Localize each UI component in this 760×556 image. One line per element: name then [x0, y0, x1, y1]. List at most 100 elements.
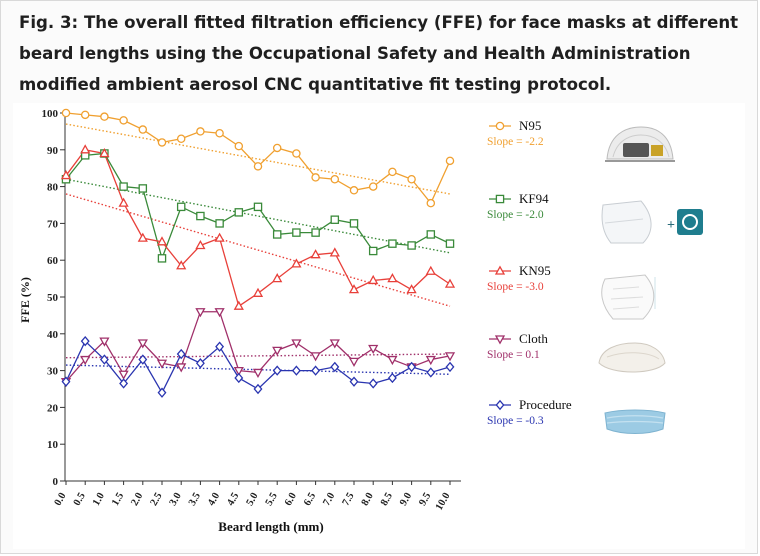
cloth-data-point — [425, 355, 436, 366]
kf94-legend-marker — [495, 194, 505, 204]
cloth-trend-line — [65, 353, 451, 359]
cloth-data-point — [252, 368, 264, 378]
n95-slope-label: Slope = -2.2 — [487, 136, 544, 148]
trend-lines — [65, 123, 451, 375]
y-tick-label: 90 — [47, 145, 59, 157]
n95-data-point — [311, 173, 320, 182]
kn95-data-point — [233, 300, 244, 310]
kf94-data-point — [176, 202, 186, 212]
kf94-data-point — [330, 215, 340, 224]
kf94-data-point — [407, 241, 416, 250]
kn95-legend-label: KN95 — [519, 263, 551, 278]
y-tick-label: 20 — [47, 402, 59, 414]
x-tick-label: 5.5 — [264, 491, 280, 508]
x-tick-label: 4.0 — [206, 491, 222, 508]
cloth-data-point — [368, 344, 379, 355]
x-tick-label: 5.0 — [245, 491, 261, 508]
procedure-data-point — [176, 348, 186, 360]
x-tick-label: 3.0 — [168, 491, 184, 508]
x-tick-label: 0.0 — [53, 491, 69, 508]
kn95-data-point — [291, 258, 302, 268]
kf94-data-point — [234, 208, 244, 217]
x-tick-label: 2.5 — [149, 491, 165, 508]
procedure-data-point — [272, 365, 282, 376]
cloth-data-point — [99, 337, 110, 347]
kf94-data-point — [311, 228, 320, 237]
cloth-legend-label: Cloth — [519, 331, 548, 346]
kf94-data-point — [215, 219, 224, 228]
y-tick-label: 0 — [53, 476, 59, 488]
kf94-trend-line — [65, 178, 451, 254]
n95-data-point — [368, 182, 378, 191]
cloth-mask-icon — [598, 342, 666, 373]
y-tick-label: 70 — [47, 218, 59, 230]
kn95-trend-line — [65, 193, 451, 307]
kf94-data-point — [138, 184, 148, 193]
x-tick-label: 3.5 — [187, 491, 203, 508]
n95-data-point — [119, 116, 128, 125]
n95-data-point — [234, 141, 244, 151]
n95-data-point — [138, 125, 148, 134]
y-tick-label: 100 — [42, 108, 59, 120]
procedure-data-point — [311, 365, 321, 376]
kf94-data-point — [426, 230, 436, 239]
x-tick-label: 8.5 — [379, 491, 395, 508]
procedure-data-point — [253, 383, 263, 395]
svg-text:+: + — [667, 218, 675, 233]
cloth-data-point — [156, 359, 168, 369]
n95-data-point — [407, 174, 416, 184]
n95-data-point — [292, 149, 301, 158]
y-tick-label: 80 — [47, 182, 59, 194]
procedure-data-point — [234, 372, 244, 384]
cloth-data-point — [272, 346, 283, 356]
procedure-data-point — [157, 387, 167, 398]
n95-data-point — [330, 174, 340, 184]
procedure-data-point — [330, 361, 340, 373]
procedure-legend-marker — [495, 399, 505, 411]
cloth-data-point — [329, 339, 340, 349]
n95-mask-icon — [605, 126, 675, 162]
kn95-data-point — [406, 284, 417, 294]
procedure-data-point — [426, 367, 436, 378]
x-tick-label: 7.5 — [341, 491, 357, 508]
n95-data-point — [157, 138, 167, 147]
procedure-mask-icon — [604, 409, 666, 434]
x-tick-label: 6.0 — [283, 491, 299, 508]
y-tick-label: 60 — [47, 255, 59, 267]
kf94-data-point — [368, 246, 378, 256]
kn95-data-point — [368, 274, 379, 285]
x-tick-label: 4.5 — [225, 491, 241, 508]
y-tick-label: 50 — [47, 292, 59, 304]
kn95-mask-icon — [601, 274, 656, 320]
x-tick-label: 1.0 — [91, 491, 107, 508]
kf94-legend-label: KF94 — [519, 191, 549, 206]
y-tick-label: 10 — [47, 439, 59, 451]
kf94-data-point — [196, 211, 205, 221]
kn95-data-point — [118, 197, 129, 207]
kn95-data-point — [348, 284, 360, 294]
cloth-data-point — [387, 355, 398, 366]
cloth-data-point — [176, 363, 187, 373]
n95-data-point — [272, 143, 282, 153]
n95-data-point — [196, 127, 205, 136]
procedure-data-point — [407, 361, 417, 373]
cloth-data-point — [137, 339, 148, 349]
cloth-data-point — [444, 352, 456, 362]
kf94-data-point — [272, 230, 282, 239]
figure-caption: Fig. 3: The overall fitted filtration ef… — [19, 13, 739, 94]
kn95-data-point — [329, 247, 340, 257]
n95-data-point — [426, 198, 436, 208]
n95-data-point — [388, 167, 397, 177]
cloth-data-point — [291, 339, 302, 349]
y-tick-label: 40 — [47, 329, 59, 341]
kn95-legend-marker — [494, 265, 506, 275]
chart-axes: 0 10 20 30 40 50 60 70 80 90 100 0.0 0.5 1.0 1.5 2.0 2.5… — [42, 108, 461, 512]
procedure-data-point — [138, 354, 148, 365]
kf94-slope-label: Slope = -2.0 — [487, 209, 544, 221]
procedure-data-point — [215, 341, 225, 352]
x-tick-label: 0.5 — [72, 491, 88, 508]
cloth-data-point — [233, 366, 244, 377]
procedure-data-point — [291, 365, 301, 376]
procedure-data-point — [61, 376, 71, 387]
procedure-data-point — [119, 378, 129, 389]
